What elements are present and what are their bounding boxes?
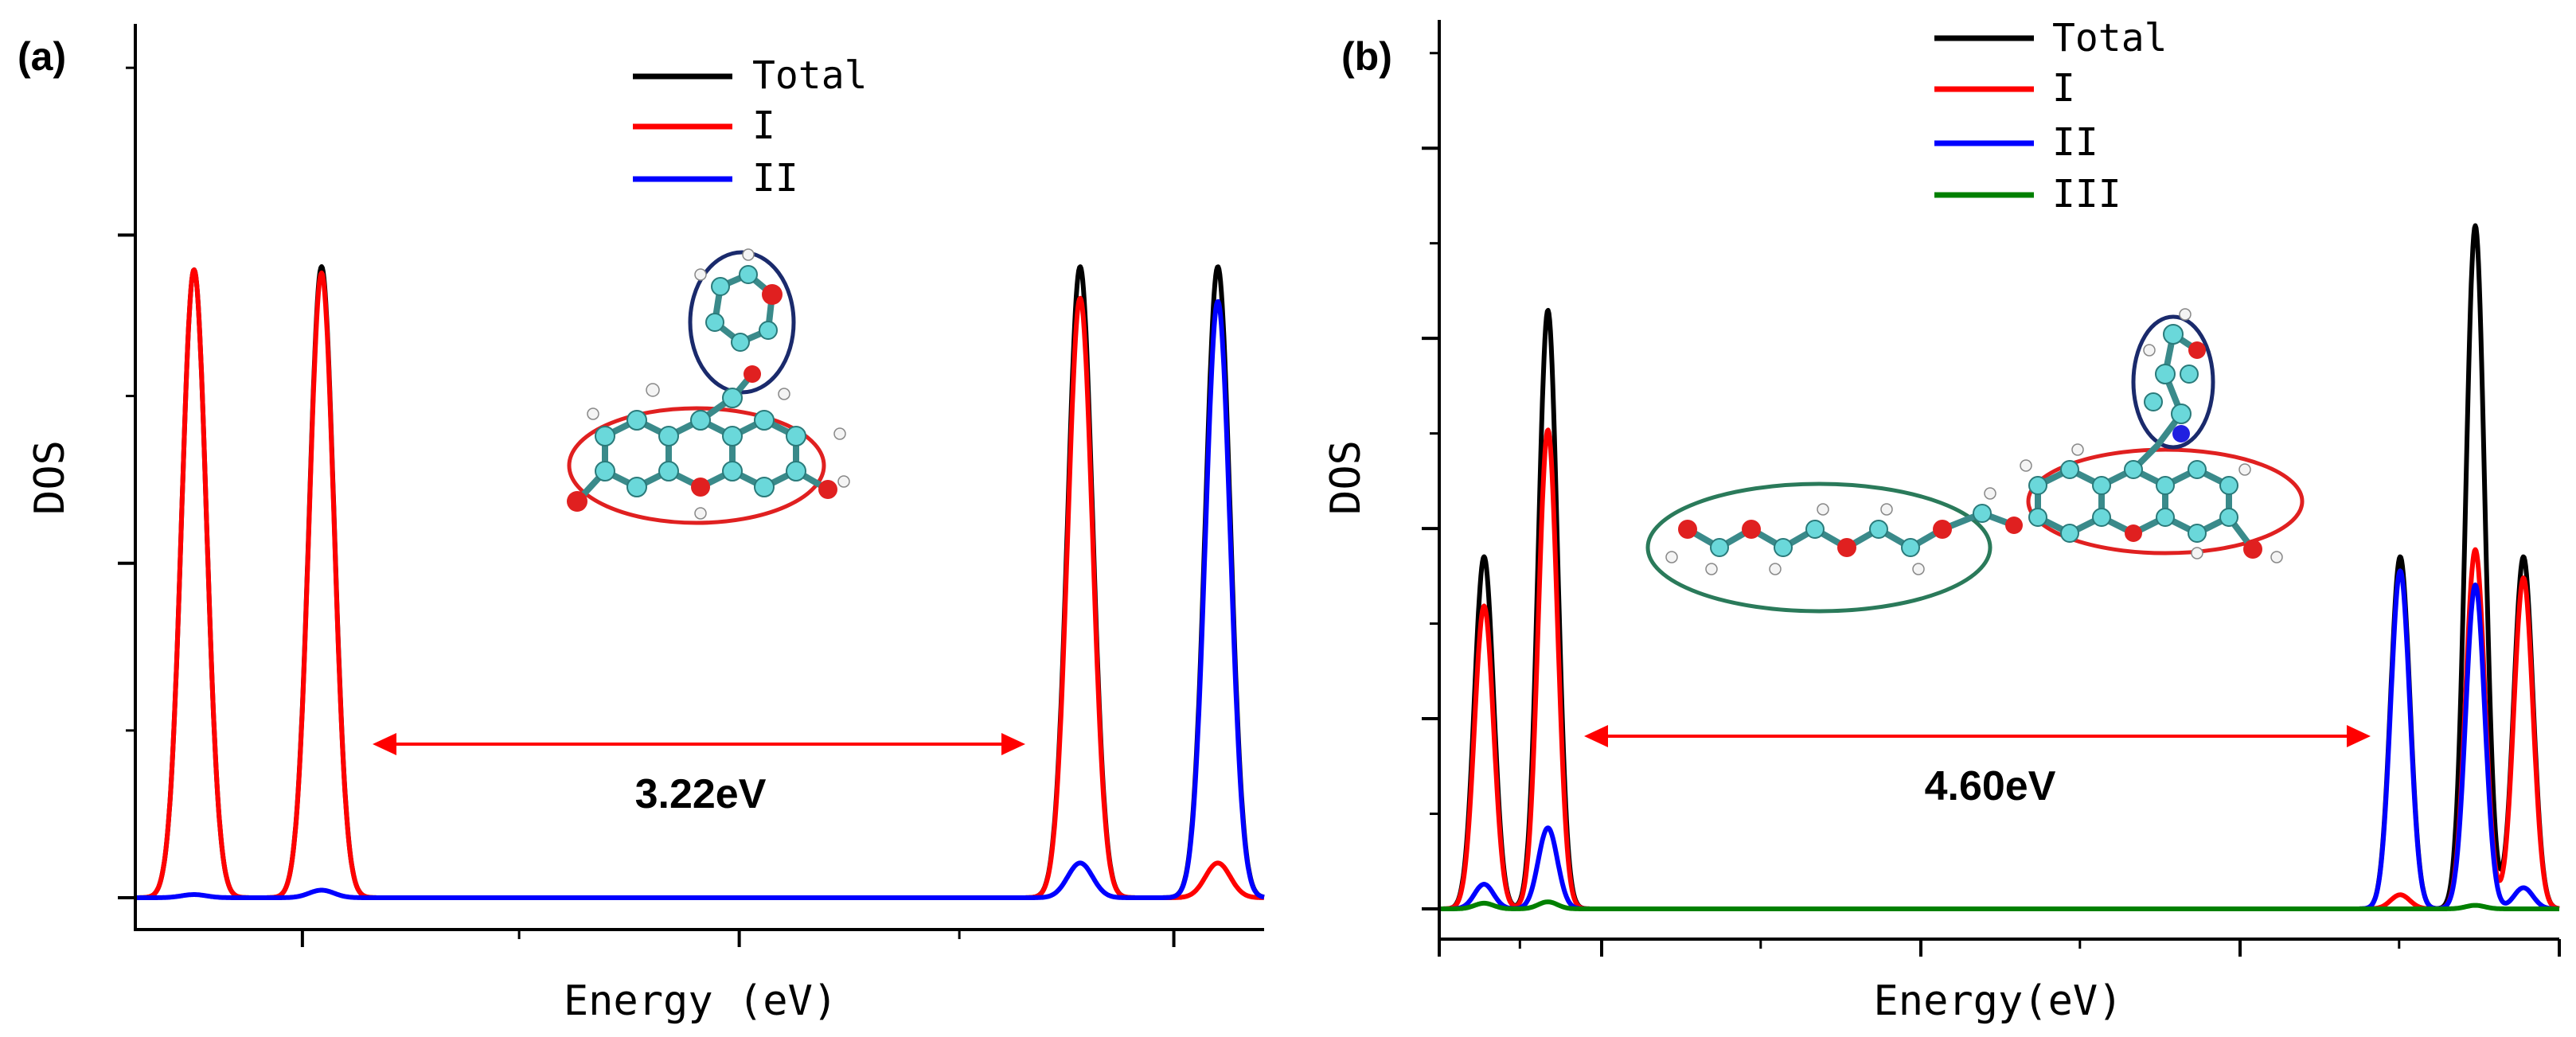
gap-label: 3.22eV [635,771,767,817]
gap-arrow [373,733,1025,755]
legend: Total I II III [1934,16,2168,216]
gap-arrow-right-head [1001,733,1025,755]
region-i-ellipse [567,406,826,525]
axis-ticks [1422,52,2561,957]
gap-label: 4.60eV [1925,763,2056,809]
legend-label-total: Total [2052,16,2168,60]
legend-label-total: Total [752,53,868,98]
region-iii-ellipse [1645,481,1992,614]
y-axis-label: DOS [26,440,74,515]
curves [1438,223,2561,911]
gap-arrow-left-head [1584,725,1608,747]
gap-arrow-left-head [373,733,396,755]
panel-b: (b) Energy(eV) DOS Total I II III 4.60eV [1322,16,2561,1025]
region-ii-ellipse [2131,314,2215,450]
nitrogen-atom [2172,425,2190,442]
legend-label-i: I [2052,66,2075,111]
legend-label-i: I [752,103,775,148]
legend-label-ii: II [2052,120,2098,165]
legend-label-iii: III [2052,172,2121,216]
y-axis-label: DOS [1322,440,1370,515]
panel-label-a: (a) [18,34,66,79]
series-line-ii [134,298,1266,900]
x-axis-label: Energy (eV) [564,977,837,1025]
region-ii-ellipse [688,250,796,395]
curves [134,264,1266,900]
legend: Total I II [633,53,868,201]
x-axis-label: Energy(eV) [1873,977,2122,1025]
panel-a: (a) Energy (eV) DOS Total I II 3.22eV [18,24,1266,1025]
gap-arrow [1584,725,2371,747]
molecule-image-a [567,248,850,525]
legend-label-ii: II [752,156,798,201]
region-i-ellipse [2026,447,2305,556]
series-line-iii [1438,899,2561,911]
molecule-image-b [1645,308,2305,614]
panel-label-b: (b) [1341,34,1392,79]
gap-arrow-right-head [2347,725,2371,747]
